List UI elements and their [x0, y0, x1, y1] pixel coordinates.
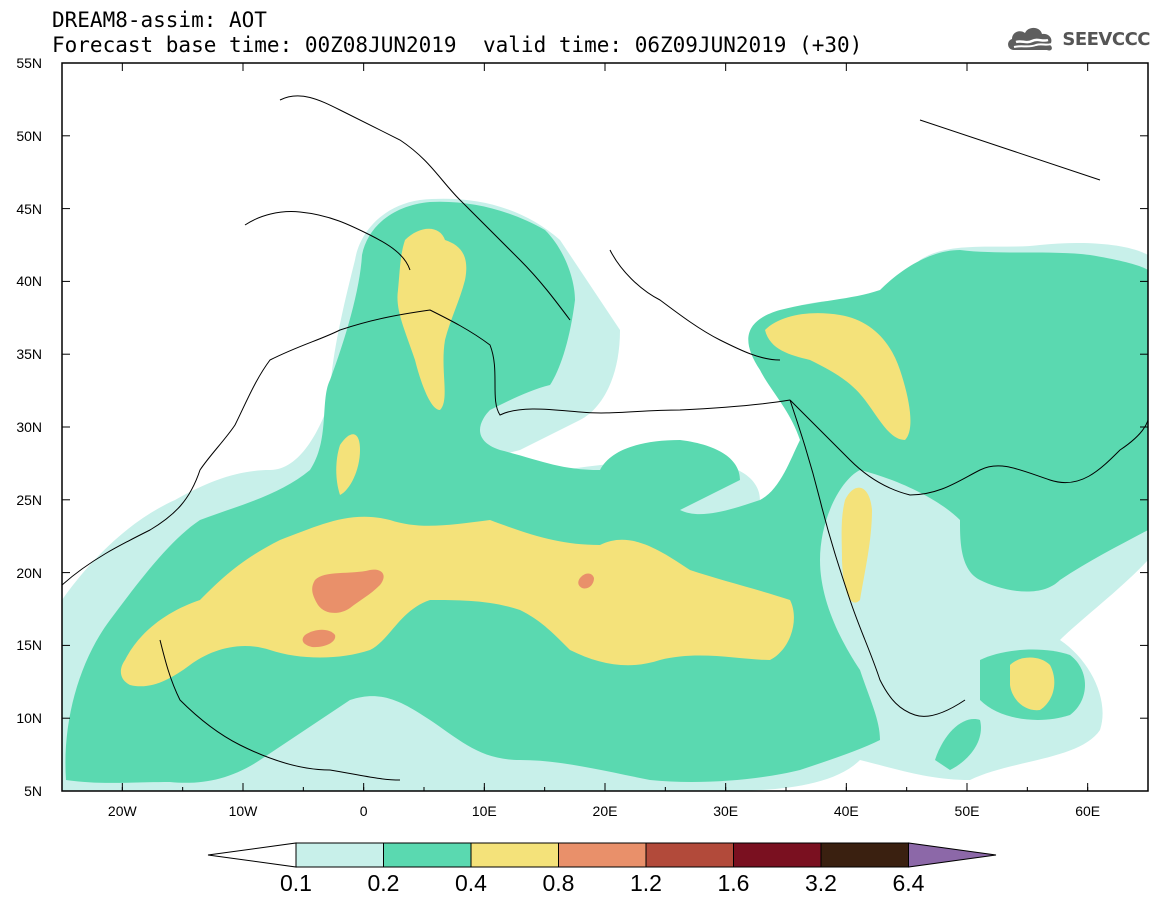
lat-label: 40N — [16, 273, 42, 290]
colorbar-label: 0.2 — [367, 870, 400, 896]
lat-label: 45N — [16, 200, 42, 217]
lat-label: 55N — [16, 55, 42, 71]
lat-label: 50N — [16, 127, 42, 144]
lon-label: 60E — [1075, 803, 1101, 819]
lat-label: 35N — [16, 346, 42, 363]
lon-label: 50E — [954, 803, 980, 819]
seevccc-logo: SEEVCCC — [1004, 24, 1150, 54]
map-title: DREAM8-assim: AOT — [52, 8, 267, 32]
logo-text: SEEVCCC — [1062, 28, 1150, 50]
forecast-base-time: Forecast base time: 00Z08JUN2019 — [52, 33, 457, 57]
lon-label: 40E — [833, 803, 859, 819]
lat-label: 10N — [16, 710, 42, 727]
colorbar-label: 6.4 — [892, 870, 925, 896]
coastlines — [62, 95, 1148, 781]
lat-label: 20N — [16, 564, 42, 581]
valid-time: valid time: 06Z09JUN2019 (+30) — [483, 33, 863, 57]
lon-label: 20W — [107, 803, 137, 819]
lon-label: 20E — [592, 803, 618, 819]
lat-label: 5N — [24, 783, 42, 799]
lat-label: 15N — [16, 637, 42, 654]
lon-label: 30E — [713, 803, 739, 819]
aot-band-0-8 — [302, 569, 594, 648]
lat-label: 30N — [16, 419, 42, 435]
colorbar-label: 1.2 — [630, 870, 662, 896]
lon-label: 0 — [359, 803, 368, 819]
lon-label: 10E — [471, 803, 497, 819]
colorbar-label: 0.4 — [455, 870, 487, 896]
colorbar-label: 3.2 — [805, 870, 837, 896]
colorbar-label: 1.6 — [717, 870, 750, 896]
colorbar-label: 0.8 — [542, 870, 575, 896]
lat-label: 25N — [16, 491, 42, 508]
aot-band-0-4 — [120, 228, 1055, 711]
lon-label: 10W — [228, 803, 258, 819]
axis-ticks — [61, 62, 1149, 792]
cloud-icon — [1008, 27, 1053, 51]
colorbar-label: 0.1 — [280, 870, 312, 896]
